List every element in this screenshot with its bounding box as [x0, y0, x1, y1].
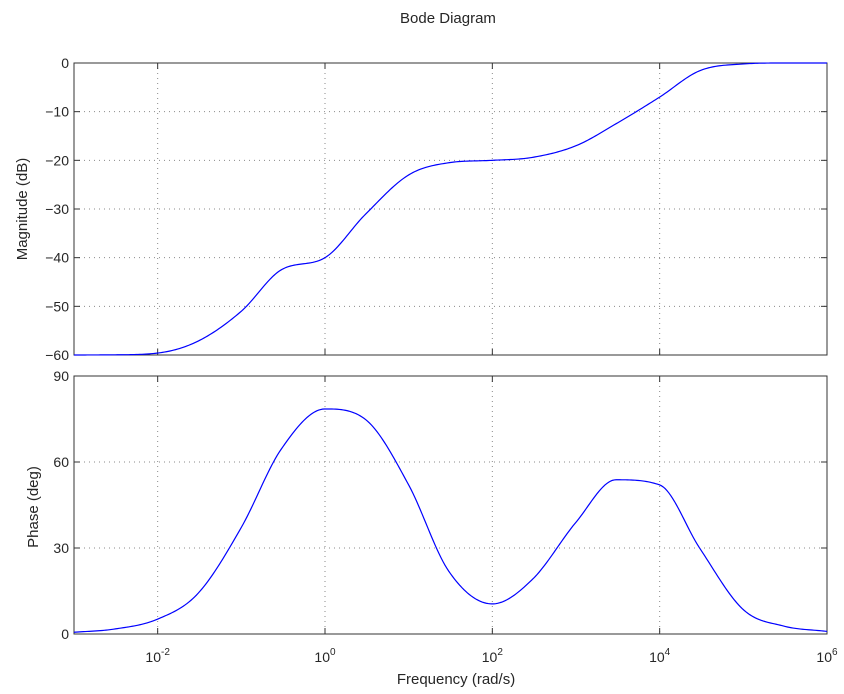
magnitude-y-ticks: 0 −10 −20 −30 −40 −50 −60 — [45, 55, 827, 363]
x-tick-label: 102 — [482, 647, 504, 665]
phase-y-ticks: 0 30 60 90 — [53, 368, 827, 642]
magnitude-y-tick-label: −40 — [45, 250, 69, 266]
phase-y-tick-label: 0 — [61, 626, 69, 642]
phase-y-tick-label: 30 — [53, 540, 69, 556]
phase-y-tick-label: 90 — [53, 368, 69, 384]
magnitude-y-axis-label: Magnitude (dB) — [14, 158, 31, 261]
magnitude-series-line — [73, 62, 827, 356]
phase-series-line — [73, 408, 828, 633]
magnitude-y-tick-label: −10 — [45, 104, 69, 120]
x-tick-label: 10-2 — [145, 647, 170, 665]
phase-y-axis-label: Phase (deg) — [25, 466, 42, 548]
phase-grid — [74, 376, 827, 634]
magnitude-y-tick-label: −20 — [45, 152, 69, 168]
magnitude-y-tick-label: 0 — [61, 55, 69, 71]
phase-y-tick-label: 60 — [53, 454, 69, 470]
x-axis-label: Frequency (rad/s) — [397, 671, 515, 688]
x-tick-label: 104 — [649, 647, 671, 665]
phase-axes-box — [73, 375, 828, 635]
magnitude-y-tick-label: −30 — [45, 201, 69, 217]
magnitude-x-ticks — [157, 63, 828, 355]
chart-title: Bode Diagram — [400, 10, 496, 27]
x-tick-labels: 10-2 100 102 104 106 — [145, 647, 838, 665]
x-tick-label: 100 — [314, 647, 336, 665]
magnitude-y-tick-label: −50 — [45, 298, 69, 314]
magnitude-grid — [74, 63, 827, 355]
phase-x-ticks — [157, 376, 828, 634]
x-tick-label: 106 — [816, 647, 838, 665]
magnitude-y-tick-label: −60 — [45, 347, 69, 363]
